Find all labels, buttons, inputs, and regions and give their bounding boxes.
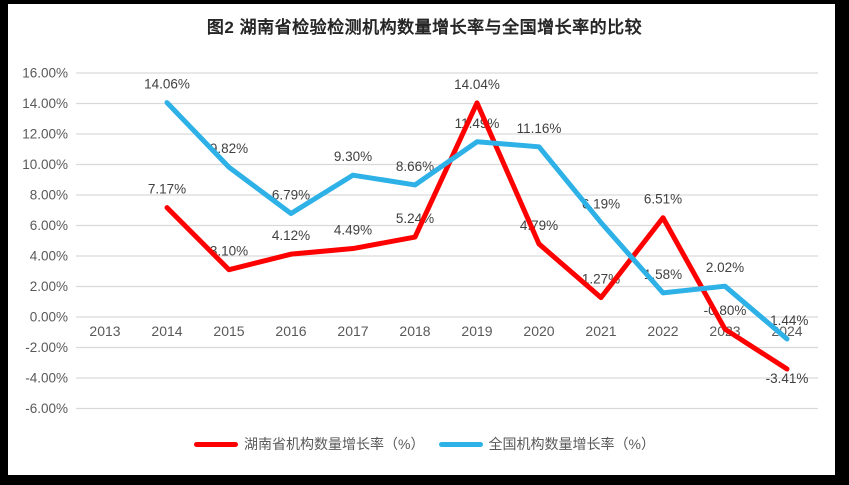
- y-axis-tick-label: 8.00%: [30, 188, 68, 203]
- data-label: 4.49%: [334, 223, 372, 238]
- y-axis-tick-label: 0.00%: [30, 310, 68, 325]
- y-axis-tick-label: 16.00%: [22, 66, 68, 81]
- chart-title: 图2 湖南省检验检测机构数量增长率与全国增长率的比较: [206, 18, 643, 37]
- legend-item-hunan: 湖南省机构数量增长率（%）: [194, 434, 425, 454]
- legend-swatch-national: [438, 441, 483, 447]
- y-axis-tick-label: -2.00%: [25, 340, 68, 355]
- data-label: 4.12%: [272, 228, 310, 243]
- data-label: -1.44%: [766, 313, 809, 328]
- data-label: 11.16%: [517, 121, 562, 136]
- y-axis-tick-label: 4.00%: [30, 249, 68, 264]
- x-axis-tick-label: 2019: [461, 323, 492, 339]
- y-axis-tick-label: 2.00%: [30, 279, 68, 294]
- data-label: 9.30%: [334, 149, 372, 164]
- data-label: 14.06%: [144, 77, 190, 92]
- data-label: 2.02%: [706, 260, 744, 275]
- x-axis-tick-label: 2017: [337, 323, 368, 339]
- x-axis-tick-label: 2018: [399, 323, 430, 339]
- x-axis-tick-label: 2020: [523, 323, 554, 339]
- data-label: 9.82%: [210, 141, 248, 156]
- y-axis-tick-label: 6.00%: [30, 218, 68, 233]
- series-line-0: [164, 100, 790, 372]
- data-label: -3.41%: [766, 371, 809, 386]
- legend-item-national: 全国机构数量增长率（%）: [438, 434, 655, 454]
- legend-label-hunan: 湖南省机构数量增长率（%）: [244, 436, 425, 452]
- y-axis-tick-label: 10.00%: [22, 157, 68, 172]
- chart-legend: 湖南省机构数量增长率（%） 全国机构数量增长率（%）: [0, 434, 849, 454]
- data-label: 6.51%: [644, 192, 682, 207]
- x-axis-tick-label: 2021: [585, 323, 616, 339]
- x-axis-tick-label: 2022: [647, 323, 678, 339]
- legend-label-national: 全国机构数量增长率（%）: [488, 436, 655, 452]
- data-label: 1.58%: [644, 267, 682, 282]
- y-axis-tick-label: 14.00%: [22, 96, 68, 111]
- data-label: 7.17%: [148, 182, 186, 197]
- data-label: 8.66%: [396, 159, 434, 174]
- data-label: 4.79%: [520, 218, 558, 233]
- series-line-1: [164, 100, 790, 342]
- data-label: 6.79%: [272, 187, 310, 202]
- chart-panel: [8, 4, 835, 475]
- x-axis-tick-label: 2014: [151, 323, 182, 339]
- data-label: 3.10%: [210, 244, 248, 259]
- legend-swatch-hunan: [194, 441, 239, 447]
- y-axis-tick-label: 12.00%: [22, 127, 68, 142]
- y-axis-tick-label: -6.00%: [25, 401, 68, 416]
- data-label: 11.49%: [455, 116, 500, 131]
- x-axis-tick-label: 2016: [275, 323, 306, 339]
- x-axis-tick-label: 2015: [213, 323, 244, 339]
- y-axis-tick-label: -4.00%: [25, 371, 68, 386]
- data-label: 14.04%: [454, 77, 500, 92]
- x-axis-tick-label: 2013: [89, 323, 120, 339]
